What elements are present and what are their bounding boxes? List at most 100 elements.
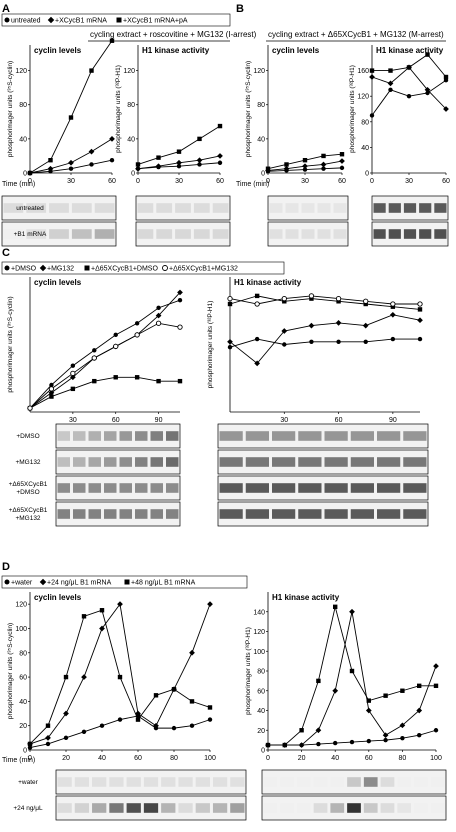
data-point <box>156 305 161 311</box>
data-point <box>189 649 195 656</box>
data-point <box>92 348 97 353</box>
data-point <box>156 155 161 160</box>
header-a: cycling extract + roscovitine + MG132 (I… <box>90 30 257 39</box>
y-tick-label: 40 <box>361 145 369 152</box>
gel-band <box>350 457 374 467</box>
data-point <box>417 683 422 689</box>
plot-c-cyclin: cyclin levels phosphorimager units (³⁵S-c… <box>7 277 183 424</box>
x-tick-label: 60 <box>338 178 346 185</box>
data-point <box>400 688 405 693</box>
gel-band <box>135 457 148 467</box>
data-point <box>254 336 260 342</box>
gel-band <box>104 509 117 519</box>
y-tick-label: 160 <box>357 68 369 75</box>
legend-c: +DMSO +MG132 +Δ65XCycB1+DMSO +Δ65XCycB1+MG1… <box>4 264 238 273</box>
gel-band <box>49 203 69 213</box>
data-point <box>176 149 182 154</box>
gel-band <box>317 229 331 239</box>
data-point <box>284 162 289 167</box>
gel-band <box>377 483 401 493</box>
data-point <box>117 717 123 722</box>
gel-band <box>313 803 328 813</box>
gel-band <box>245 457 269 467</box>
data-point <box>282 342 287 347</box>
panel-label-d: D <box>2 561 10 573</box>
gel-band <box>414 803 428 813</box>
data-point <box>49 394 54 399</box>
gel-band <box>57 483 70 493</box>
gel-band <box>330 803 345 813</box>
gel-band <box>296 777 311 787</box>
data-point <box>197 136 202 142</box>
gel-band <box>94 203 115 213</box>
time-label-b: Time (min) <box>236 181 269 188</box>
data-point <box>333 604 338 610</box>
y-tick-label: 0 <box>23 748 27 755</box>
plot-b-cyclin: cyclin levels phosphorimager units (³⁵S-c… <box>245 45 346 185</box>
x-tick-label: 60 <box>335 417 343 424</box>
gel-band <box>3 229 24 239</box>
gel-band <box>135 509 148 519</box>
data-point <box>332 687 339 694</box>
gel-band <box>403 509 427 519</box>
data-point <box>399 722 406 729</box>
y-tick-label: 80 <box>257 669 265 676</box>
y-tick-label: 60 <box>19 675 27 682</box>
data-point <box>117 601 123 608</box>
data-point <box>217 160 223 165</box>
data-point <box>68 166 74 171</box>
data-point <box>387 80 394 87</box>
legend-label: +24 ng/μL B1 mRNA <box>47 580 112 587</box>
gel-band <box>296 803 311 813</box>
data-point <box>227 295 233 302</box>
gel-band <box>219 457 243 467</box>
gel-band <box>324 431 348 441</box>
data-point <box>349 608 355 615</box>
series-line <box>229 314 421 365</box>
data-point <box>335 320 342 326</box>
gel-band <box>301 229 315 239</box>
y-tick-label: 120 <box>253 629 265 636</box>
time-label-a: Time (min) <box>2 181 35 188</box>
y-tick-label: 40 <box>257 708 265 715</box>
y-axis-label: phosphorimager units (³⁵S-cyclin) <box>7 296 14 392</box>
data-point <box>197 162 202 167</box>
gel-band <box>245 431 269 441</box>
data-point <box>321 166 326 171</box>
y-tick-label: 120 <box>15 68 27 75</box>
data-point <box>177 378 183 384</box>
x-tick-label: 40 <box>98 755 106 762</box>
gel-band <box>212 203 229 213</box>
series-line <box>29 603 211 745</box>
data-point <box>336 339 341 344</box>
gel-band <box>57 803 72 813</box>
data-point <box>48 389 55 396</box>
gel-band <box>166 457 179 467</box>
gel-row-label: +B1 mRNA <box>14 231 47 238</box>
legend-marker <box>162 265 168 271</box>
gel-band <box>119 431 132 441</box>
gel-row-label: +24 ng/μL <box>13 805 43 812</box>
gel-band <box>434 229 447 239</box>
data-point <box>109 38 115 43</box>
gel-band <box>324 483 348 493</box>
data-point <box>135 717 141 722</box>
gel-band <box>26 229 47 239</box>
data-point <box>388 87 393 93</box>
data-point <box>366 738 371 744</box>
x-tick-label: 30 <box>175 178 183 185</box>
data-point <box>227 338 233 345</box>
data-point <box>135 165 141 172</box>
gel-band <box>73 431 86 441</box>
data-point <box>336 299 341 304</box>
y-tick-label: 80 <box>127 102 135 109</box>
x-tick-label: 60 <box>112 417 120 424</box>
gel-band <box>377 431 401 441</box>
data-point <box>109 158 115 163</box>
data-point <box>45 723 51 728</box>
data-point <box>283 165 290 172</box>
gel-band <box>430 803 445 813</box>
data-point <box>417 301 423 307</box>
data-point <box>316 678 321 684</box>
